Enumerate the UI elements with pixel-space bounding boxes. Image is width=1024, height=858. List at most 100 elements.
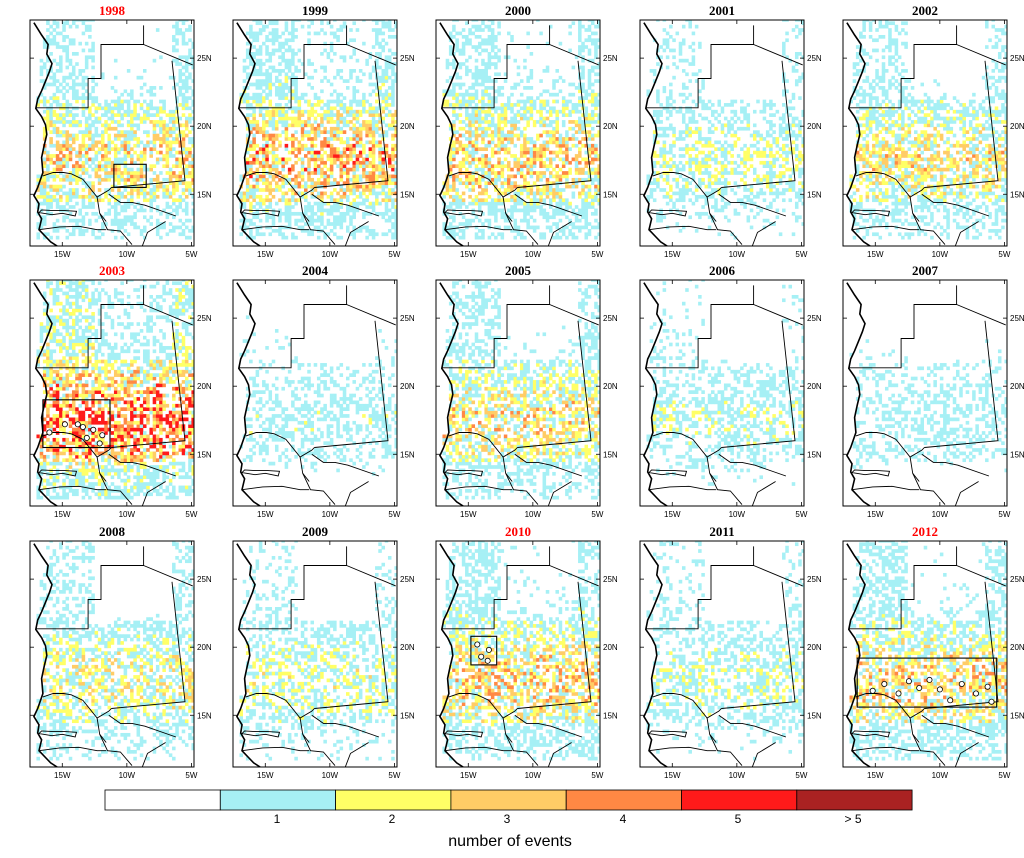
heatmap-cell <box>146 184 150 189</box>
heatmap-cell <box>497 120 501 124</box>
heatmap-cell <box>458 99 463 104</box>
heatmap-cell <box>68 120 73 124</box>
heatmap-cell <box>345 157 350 162</box>
heatmap-cell <box>165 201 170 206</box>
heatmap-cell <box>523 86 527 90</box>
country-border <box>143 44 193 66</box>
heatmap-cell <box>136 113 141 117</box>
heatmap-cell <box>455 201 459 206</box>
heatmap-cell <box>255 188 260 192</box>
heatmap-cell <box>375 211 379 216</box>
heatmap-cell <box>587 92 592 97</box>
heatmap-cell <box>258 147 263 151</box>
heatmap-cell <box>130 184 134 189</box>
heatmap-cell <box>313 109 318 114</box>
heatmap-cell <box>384 143 389 148</box>
heatmap-cell <box>172 109 176 114</box>
heatmap-cell <box>342 120 347 124</box>
heatmap-cell <box>545 123 550 128</box>
heatmap-cell <box>287 218 292 223</box>
heatmap-cell <box>329 130 334 134</box>
heatmap-cell <box>558 143 563 148</box>
heatmap-cell <box>597 21 600 26</box>
heatmap-cell <box>568 147 572 151</box>
heatmap-cell <box>62 174 66 179</box>
heatmap-cell <box>65 201 70 206</box>
heatmap-cell <box>539 174 543 179</box>
heatmap-cell <box>384 113 389 117</box>
heatmap-cell <box>368 154 373 158</box>
heatmap-cell <box>304 211 308 216</box>
heatmap-cell <box>59 147 63 151</box>
heatmap-cell <box>323 225 327 230</box>
heatmap-cell <box>49 106 53 111</box>
heatmap-cell <box>445 58 450 63</box>
heatmap-cell <box>313 218 318 223</box>
heatmap-cell <box>307 147 311 151</box>
heatmap-cell <box>130 109 134 114</box>
heatmap-cell <box>265 38 269 43</box>
heatmap-cell <box>507 177 511 182</box>
heatmap-cell <box>104 109 108 114</box>
heatmap-cell <box>101 113 105 117</box>
heatmap-cell <box>574 123 579 128</box>
heatmap-cell <box>477 72 482 77</box>
heatmap-cell <box>284 181 289 186</box>
heatmap-cell <box>590 160 595 165</box>
heatmap-cell <box>452 164 456 169</box>
heatmap-cell <box>117 123 121 128</box>
heatmap-cell <box>94 140 99 145</box>
heatmap-cell <box>526 188 530 192</box>
heatmap-cell <box>271 126 276 131</box>
heatmap-cell <box>574 154 579 158</box>
heatmap-cell <box>162 188 166 192</box>
heatmap-cell <box>117 96 121 100</box>
heatmap-cell <box>503 147 508 151</box>
heatmap-cell <box>320 174 324 179</box>
heatmap-cell <box>120 140 124 145</box>
heatmap-cell <box>597 38 600 43</box>
heatmap-cell <box>465 99 469 104</box>
heatmap-cell <box>510 198 514 203</box>
heatmap-cell <box>371 147 376 151</box>
heatmap-cell <box>507 174 511 179</box>
heatmap-cell <box>465 69 469 73</box>
heatmap-cell <box>336 218 340 223</box>
heatmap-cell <box>258 58 263 63</box>
heatmap-cell <box>487 194 492 199</box>
heatmap-cell <box>130 89 134 94</box>
heatmap-cell <box>84 171 89 175</box>
heatmap-cell <box>339 99 344 104</box>
heatmap-cell <box>294 92 298 97</box>
heatmap-cell <box>258 177 263 182</box>
heatmap-cell <box>188 24 192 29</box>
heatmap-cell <box>749 184 754 189</box>
heatmap-cell <box>336 164 340 169</box>
heatmap-cell <box>519 130 524 134</box>
heatmap-cell <box>791 211 796 216</box>
heatmap-cell <box>188 106 192 111</box>
heatmap-cell <box>507 184 511 189</box>
heatmap-cell <box>310 222 315 226</box>
heatmap-cell <box>352 177 356 182</box>
heatmap-cell <box>539 205 543 209</box>
heatmap-cell <box>294 99 298 104</box>
heatmap-cell <box>597 20 600 22</box>
heatmap-cell <box>120 157 124 162</box>
heatmap-cell <box>245 65 250 70</box>
heatmap-cell <box>465 113 469 117</box>
heatmap-cell <box>91 45 95 49</box>
heatmap-cell <box>526 86 530 90</box>
heatmap-cell <box>265 51 269 56</box>
heatmap-cell <box>339 154 344 158</box>
heatmap-cell <box>581 69 585 73</box>
heatmap-cell <box>578 130 582 134</box>
heatmap-cell <box>55 31 60 36</box>
heatmap-cell <box>110 116 115 121</box>
heatmap-cell <box>490 130 495 134</box>
heatmap-cell <box>81 86 86 90</box>
heatmap-cell <box>175 188 179 192</box>
heatmap-cell <box>120 106 124 111</box>
heatmap-cell <box>252 147 256 151</box>
heatmap-cell <box>255 167 260 172</box>
